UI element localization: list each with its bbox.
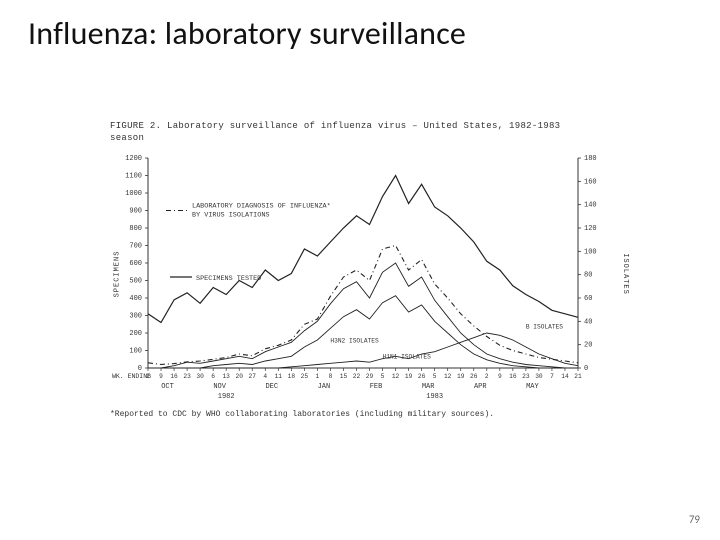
svg-text:LABORATORY DIAGNOSIS OF INFLUE: LABORATORY DIAGNOSIS OF INFLUENZA* <box>192 203 331 211</box>
svg-text:18: 18 <box>288 373 296 380</box>
page-title: Influenza: laboratory surveillance <box>28 14 466 53</box>
svg-text:0: 0 <box>584 365 588 373</box>
svg-text:20: 20 <box>584 342 592 350</box>
svg-text:120: 120 <box>584 225 597 233</box>
svg-text:12: 12 <box>392 373 400 380</box>
svg-text:APR: APR <box>474 383 487 391</box>
svg-text:900: 900 <box>129 208 142 216</box>
svg-text:2: 2 <box>485 373 489 380</box>
svg-text:8: 8 <box>329 373 333 380</box>
y-axis-left-label: SPECIMENS <box>113 251 121 298</box>
svg-text:11: 11 <box>275 373 283 380</box>
svg-text:100: 100 <box>584 249 597 257</box>
figure-caption: FIGURE 2. Laboratory surveillance of inf… <box>110 120 630 144</box>
svg-text:MAR: MAR <box>422 383 435 391</box>
svg-text:300: 300 <box>129 313 142 321</box>
svg-text:160: 160 <box>584 179 597 187</box>
svg-text:400: 400 <box>129 295 142 303</box>
svg-text:19: 19 <box>457 373 465 380</box>
svg-text:DEC: DEC <box>265 383 278 391</box>
svg-text:BY VIRUS ISOLATIONS: BY VIRUS ISOLATIONS <box>192 212 270 220</box>
svg-text:23: 23 <box>183 373 191 380</box>
svg-text:200: 200 <box>129 330 142 338</box>
svg-text:19: 19 <box>405 373 413 380</box>
svg-text:0: 0 <box>138 365 142 373</box>
svg-text:12: 12 <box>444 373 452 380</box>
svg-text:14: 14 <box>561 373 569 380</box>
svg-text:FEB: FEB <box>370 383 383 391</box>
y-axis-right-label: ISOLATES <box>621 253 629 295</box>
svg-text:80: 80 <box>584 272 592 280</box>
svg-text:30: 30 <box>196 373 204 380</box>
svg-text:26: 26 <box>418 373 426 380</box>
svg-text:13: 13 <box>222 373 230 380</box>
svg-text:180: 180 <box>584 155 597 163</box>
figure-footnote: *Reported to CDC by WHO collaborating la… <box>110 410 630 419</box>
svg-text:5: 5 <box>433 373 437 380</box>
page-number: 79 <box>689 513 700 526</box>
chart-svg: 0100200300400500600700800900100011001200… <box>110 154 630 402</box>
svg-text:WK. ENDING: WK. ENDING <box>112 373 151 380</box>
svg-text:9: 9 <box>159 373 163 380</box>
svg-text:23: 23 <box>522 373 530 380</box>
svg-text:25: 25 <box>301 373 309 380</box>
svg-text:700: 700 <box>129 243 142 251</box>
svg-text:16: 16 <box>170 373 178 380</box>
caption-line1: FIGURE 2. Laboratory surveillance of inf… <box>110 121 560 131</box>
svg-text:500: 500 <box>129 278 142 286</box>
caption-line2: season <box>110 133 144 143</box>
chart-plot: SPECIMENS ISOLATES 010020030040050060070… <box>110 154 630 394</box>
svg-text:40: 40 <box>584 319 592 327</box>
svg-text:JAN: JAN <box>318 383 331 391</box>
svg-text:140: 140 <box>584 202 597 210</box>
svg-text:1982: 1982 <box>218 393 235 401</box>
svg-text:5: 5 <box>381 373 385 380</box>
svg-text:NOV: NOV <box>213 383 226 391</box>
figure-container: FIGURE 2. Laboratory surveillance of inf… <box>110 120 630 450</box>
svg-text:MAY: MAY <box>526 383 539 391</box>
svg-text:9: 9 <box>498 373 502 380</box>
svg-text:4: 4 <box>263 373 267 380</box>
svg-text:H3N2 ISOLATES: H3N2 ISOLATES <box>330 338 379 345</box>
svg-text:1100: 1100 <box>125 173 142 181</box>
svg-text:800: 800 <box>129 225 142 233</box>
svg-text:16: 16 <box>509 373 517 380</box>
svg-text:1200: 1200 <box>125 155 142 163</box>
svg-text:20: 20 <box>235 373 243 380</box>
svg-text:7: 7 <box>550 373 554 380</box>
svg-text:1000: 1000 <box>125 190 142 198</box>
svg-text:100: 100 <box>129 348 142 356</box>
svg-text:600: 600 <box>129 260 142 268</box>
svg-text:60: 60 <box>584 295 592 303</box>
svg-text:29: 29 <box>366 373 374 380</box>
svg-text:B ISOLATES: B ISOLATES <box>526 324 563 331</box>
svg-text:27: 27 <box>249 373 257 380</box>
svg-text:1: 1 <box>316 373 320 380</box>
svg-text:21: 21 <box>574 373 582 380</box>
svg-text:26: 26 <box>470 373 478 380</box>
svg-text:1983: 1983 <box>426 393 443 401</box>
svg-text:22: 22 <box>353 373 361 380</box>
svg-text:OCT: OCT <box>161 383 174 391</box>
svg-text:H1N1 ISOLATES: H1N1 ISOLATES <box>383 354 432 361</box>
svg-text:6: 6 <box>211 373 215 380</box>
svg-text:SPECIMENS TESTED: SPECIMENS TESTED <box>196 275 261 283</box>
svg-text:15: 15 <box>340 373 348 380</box>
svg-text:30: 30 <box>535 373 543 380</box>
